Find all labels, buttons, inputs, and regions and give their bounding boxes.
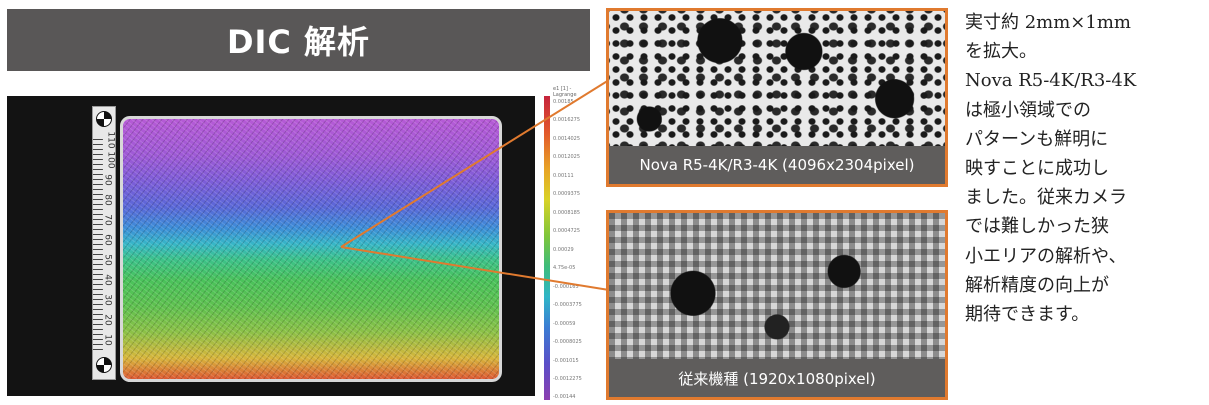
note-line: は極小領域での bbox=[965, 96, 1209, 125]
note-line: 実寸約 2mm×1mm bbox=[965, 8, 1209, 37]
note-line: 解析精度の向上が bbox=[965, 271, 1209, 300]
note-line: 期待できます。 bbox=[965, 300, 1209, 329]
zoom-caption-conventional: 従来機種 (1920x1080pixel) bbox=[609, 359, 945, 397]
note-line: ました。従来カメラ bbox=[965, 183, 1209, 212]
note-line: パターンも鮮明に bbox=[965, 125, 1209, 154]
description-text: 実寸約 2mm×1mm を拡大。 Nova R5-4K/R3-4K は極小領域で… bbox=[965, 8, 1209, 329]
note-line: では難しかった狭 bbox=[965, 212, 1209, 241]
speckle-pattern-highres bbox=[609, 11, 945, 146]
connector-line-top bbox=[341, 80, 609, 247]
note-line: Nova R5-4K/R3-4K bbox=[965, 66, 1209, 95]
note-line: 小エリアの解析や、 bbox=[965, 242, 1209, 271]
zoom-panel-nova: Nova R5-4K/R3-4K (4096x2304pixel) bbox=[606, 8, 948, 187]
note-line: を拡大。 bbox=[965, 37, 1209, 66]
speckle-pattern-lowres bbox=[609, 213, 945, 359]
connector-line-bottom bbox=[341, 247, 609, 290]
zoom-caption-nova: Nova R5-4K/R3-4K (4096x2304pixel) bbox=[609, 146, 945, 184]
note-line: 映すことに成功し bbox=[965, 154, 1209, 183]
zoom-panel-conventional: 従来機種 (1920x1080pixel) bbox=[606, 210, 948, 400]
